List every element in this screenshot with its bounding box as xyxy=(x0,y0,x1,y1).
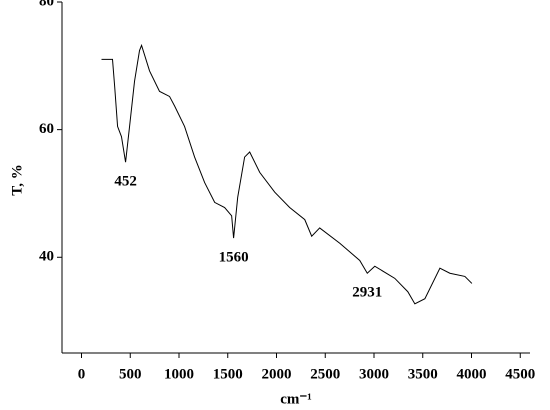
x-axis-label: cm⁻¹ xyxy=(280,391,312,407)
y-tick-label: 60 xyxy=(39,121,54,137)
x-tick-label: 2500 xyxy=(310,366,340,382)
y-tick-label: 80 xyxy=(39,0,54,9)
x-tick-label: 3000 xyxy=(359,366,389,382)
x-tick-label: 1500 xyxy=(213,366,243,382)
annotation: 1560 xyxy=(219,250,249,266)
x-tick-label: 4500 xyxy=(505,366,535,382)
x-tick-label: 3500 xyxy=(408,366,438,382)
annotation: 452 xyxy=(114,174,137,190)
x-tick-label: 1000 xyxy=(164,366,194,382)
annotation: 2931 xyxy=(352,285,382,301)
x-tick-label: 4000 xyxy=(457,366,487,382)
y-axis-label: T, % xyxy=(9,164,25,195)
x-tick-label: 2000 xyxy=(262,366,292,382)
x-tick-label: 0 xyxy=(78,366,86,382)
y-tick-label: 40 xyxy=(39,249,54,265)
x-tick-label: 500 xyxy=(119,366,142,382)
spectrum-line xyxy=(101,43,473,305)
